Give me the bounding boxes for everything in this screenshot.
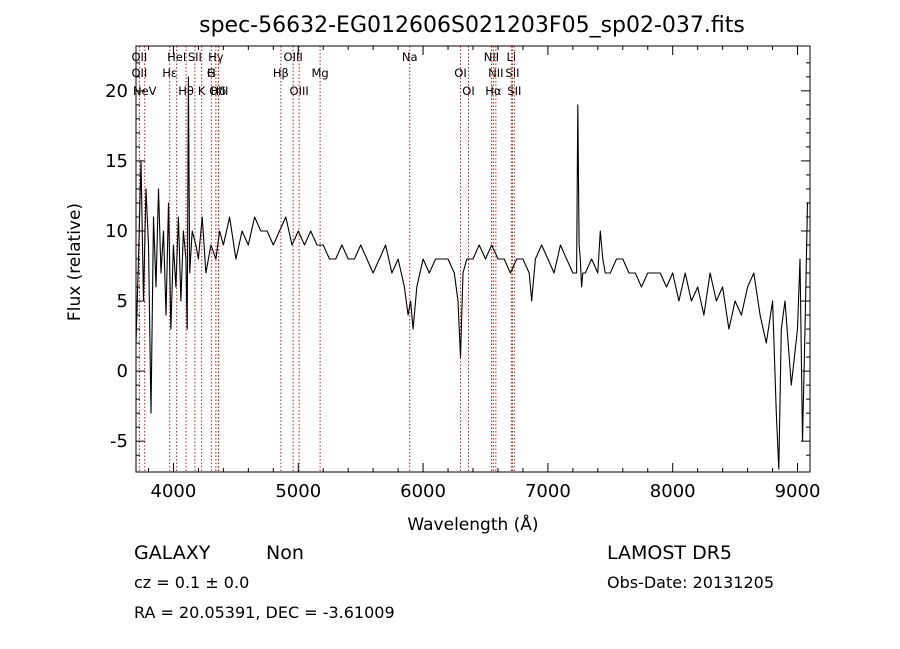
line-marker-label: OII [131,50,147,64]
line-marker-label: OI [454,66,466,80]
y-tick-label: 0 [117,361,128,382]
line-marker-label: Hθ [178,84,194,98]
line-marker-label: OIII [290,84,309,98]
chart-title: spec-56632-EG012606S021203F05_sp02-037.f… [199,13,745,38]
line-marker-label: SII [505,66,519,80]
x-axis-label: Wavelength (Å) [407,513,538,535]
line-marker-label: OIII [284,50,303,64]
x-axis: 4000 5000 6000 7000 8000 9000 [147,46,821,502]
line-marker-label: Mg [311,66,328,80]
obs-date: Obs-Date: 20131205 [607,573,774,592]
line-marker-label: HeI [167,50,186,64]
line-marker-label: OI [462,84,474,98]
x-tick-label: 9000 [775,481,821,502]
line-marker-label: Hδ [211,84,227,98]
y-tick-label: 15 [105,151,128,172]
line-marker-label: Hγ [208,50,224,64]
redshift-cz: cz = 0.1 ± 0.0 [134,573,249,592]
survey-name: LAMOST DR5 [607,542,732,564]
line-marker-label: OII [131,66,147,80]
object-subclass: Non [266,542,304,564]
object-class: GALAXY [134,542,211,564]
line-marker-label: K [198,84,206,98]
line-marker-label: OIII [209,84,228,98]
x-tick-label: 7000 [525,481,571,502]
y-tick-label: 20 [105,81,128,102]
x-tick-label: 6000 [400,481,446,502]
line-marker-label: SII [188,50,202,64]
line-marker-label: Na [402,50,418,64]
line-marker-label: Hε [162,66,177,80]
x-tick-label: 8000 [650,481,696,502]
spectrum-series [135,76,809,470]
y-axis-label: Flux (relative) [65,203,85,321]
line-marker-label: NII [488,66,503,80]
y-tick-label: 5 [117,291,128,312]
line-marker-label: Li [507,50,517,64]
line-marker-label: SII [507,84,521,98]
line-marker-label: Hα [485,84,502,98]
x-tick-label: 5000 [275,481,321,502]
spectrum-line [135,76,809,470]
y-axis: -5 0 5 10 15 20 [105,62,810,456]
y-tick-label: -5 [110,431,128,452]
y-tick-label: 10 [105,221,128,242]
line-marker-label: G [207,66,216,80]
ra-dec: RA = 20.05391, DEC = -3.61009 [134,603,395,622]
x-tick-label: 4000 [151,481,197,502]
line-marker-label: NII [484,50,499,64]
line-marker-label: H [207,66,216,80]
line-marker-label: Hβ [273,66,289,80]
